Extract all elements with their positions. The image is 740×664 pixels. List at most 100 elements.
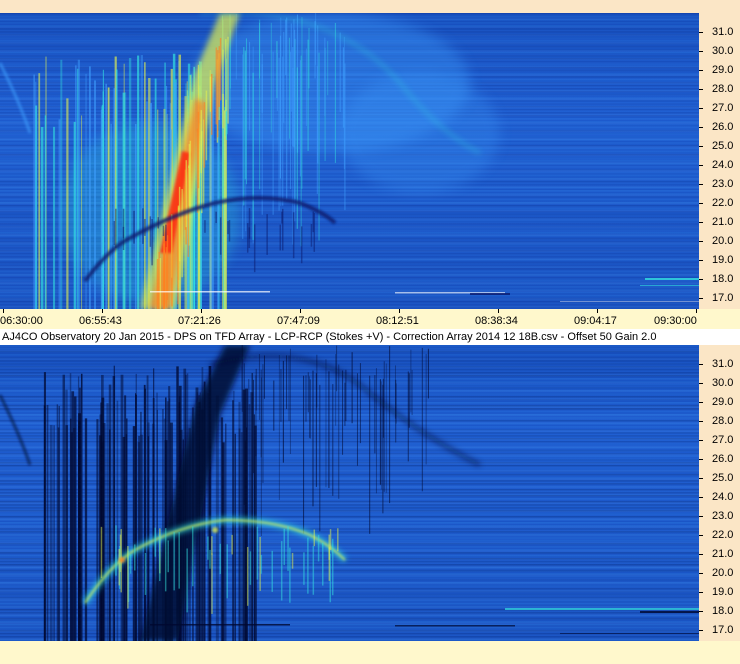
bottom-bright-striation (246, 546, 249, 606)
top-striation (157, 109, 159, 309)
top-ytick-4 (699, 222, 703, 223)
top-dark-striation (149, 216, 152, 247)
top-striation (115, 69, 118, 309)
bottom-striation (407, 371, 409, 462)
top-ytick-label-6: 23.0 (712, 178, 734, 190)
top-burst-streak (158, 252, 160, 309)
bottom-band (0, 534, 699, 536)
top-striation (242, 54, 244, 239)
top-striation (244, 50, 246, 180)
bottom-striation (335, 354, 337, 426)
bottom-left-streak (0, 394, 32, 466)
bottom-band (0, 585, 699, 587)
bottom-striation (156, 392, 158, 641)
bottom-band (0, 510, 699, 512)
bottom-band (0, 435, 699, 437)
bottom-striation (241, 366, 243, 520)
top-dark-arc (83, 196, 337, 283)
top-burst-streak (196, 128, 199, 213)
top-band (0, 295, 699, 297)
bottom-band (0, 393, 699, 395)
bottom-striation (125, 434, 128, 641)
bottom-striation (307, 372, 309, 413)
bottom-band (0, 351, 699, 353)
bottom-ytick-label-8: 25.0 (712, 472, 734, 484)
top-burst-streak (156, 258, 159, 309)
top-striation (212, 78, 214, 309)
bottom-band (0, 447, 699, 449)
bottom-striation (208, 366, 212, 641)
top-left-streak (0, 62, 32, 134)
top-striation (249, 41, 251, 131)
top-band (0, 271, 699, 273)
top-striation (343, 36, 345, 170)
bottom-ytick-label-4: 21.0 (712, 548, 734, 560)
bottom-band (0, 441, 699, 443)
bottom-striation (244, 440, 247, 641)
top-band (0, 274, 699, 276)
bottom-striation (245, 388, 248, 641)
top-striation (318, 52, 320, 241)
bottom-band (0, 630, 699, 632)
bottom-bright-striation (211, 536, 213, 555)
bottom-striation (240, 432, 243, 641)
top-dark-striation (144, 218, 146, 236)
bottom-bright-striation (329, 553, 332, 603)
spectrogram-bottom-plot (0, 345, 699, 641)
top-striation (33, 74, 35, 309)
top-ytick-13 (699, 51, 703, 52)
top-band (0, 163, 699, 165)
bottom-band (0, 519, 699, 521)
bottom-striation (286, 355, 288, 409)
top-ytick-12 (699, 70, 703, 71)
bottom-band (0, 396, 699, 398)
bottom-striation (319, 384, 321, 532)
top-dark-striation (113, 220, 116, 246)
bottom-bright-striation (259, 536, 261, 591)
bottom-striation (99, 435, 102, 641)
top-burst-streak (200, 110, 203, 174)
bottom-band (0, 366, 699, 368)
top-striation (218, 70, 221, 309)
top-dark-striation (219, 217, 222, 255)
bottom-striation (375, 368, 377, 494)
bottom-band (0, 474, 699, 476)
y-axis-top: 17.0 18.0 19.0 20.0 21.0 22.0 23.0 24.0 25.0 26.0… (699, 13, 740, 309)
bottom-striation (106, 403, 109, 641)
top-ytick-8 (699, 146, 703, 147)
top-striation (146, 101, 148, 309)
bottom-ytick-4 (699, 554, 703, 555)
top-striation (223, 126, 225, 309)
bottom-band (0, 576, 699, 578)
bottom-band (0, 387, 699, 389)
bottom-band (0, 414, 699, 416)
top-ytick-1 (699, 279, 703, 280)
bottom-band (0, 567, 699, 569)
bottom-band (0, 477, 699, 479)
bottom-bright-striation (167, 540, 169, 573)
top-band (0, 193, 699, 195)
top-striation (75, 65, 77, 309)
bottom-band (0, 633, 699, 635)
bottom-strip (0, 641, 740, 664)
bottom-band (0, 582, 699, 584)
bottom-ytick-label-14: 31.0 (712, 358, 734, 370)
bottom-band (0, 564, 699, 566)
top-ytick-label-14: 31.0 (712, 26, 734, 38)
top-rfi-line (470, 293, 510, 295)
bottom-band (0, 561, 699, 563)
top-striation (144, 62, 146, 309)
bottom-band (0, 594, 699, 596)
bottom-striation (288, 355, 290, 421)
bottom-band (0, 432, 699, 434)
bottom-bright-striation (313, 529, 316, 547)
bottom-ytick-11 (699, 421, 703, 422)
top-rfi-line (395, 292, 505, 294)
top-burst-streak (177, 215, 179, 305)
top-rfi-line (640, 285, 699, 286)
top-band (0, 307, 699, 309)
xtick-label-3: 07:47:09 (277, 315, 320, 327)
bottom-bright-striation (154, 527, 156, 557)
bottom-ytick-label-12: 29.0 (712, 396, 734, 408)
top-band (0, 187, 699, 189)
